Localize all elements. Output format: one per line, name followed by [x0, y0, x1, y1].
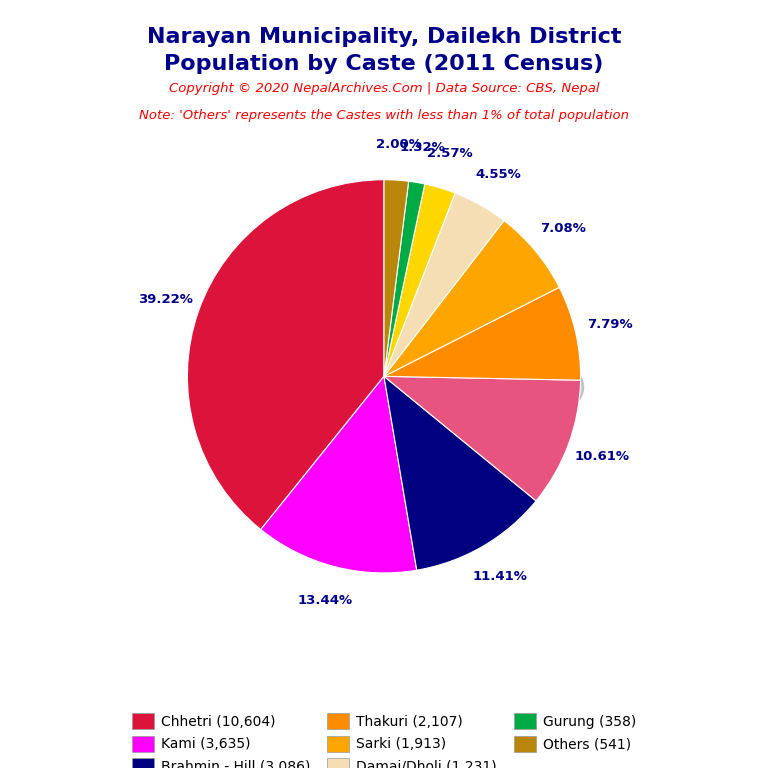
Wedge shape: [384, 376, 581, 501]
Text: 39.22%: 39.22%: [137, 293, 193, 306]
Text: 7.08%: 7.08%: [540, 222, 585, 235]
Wedge shape: [261, 376, 417, 573]
Text: 11.41%: 11.41%: [473, 571, 528, 584]
Wedge shape: [384, 193, 504, 376]
Text: Note: 'Others' represents the Castes with less than 1% of total population: Note: 'Others' represents the Castes wit…: [139, 109, 629, 122]
Wedge shape: [384, 180, 409, 376]
Text: 2.00%: 2.00%: [376, 138, 422, 151]
Text: Population by Caste (2011 Census): Population by Caste (2011 Census): [164, 54, 604, 74]
Text: 7.79%: 7.79%: [588, 318, 633, 331]
Text: 1.32%: 1.32%: [400, 141, 445, 154]
Wedge shape: [384, 376, 536, 570]
Text: 13.44%: 13.44%: [298, 594, 353, 607]
Ellipse shape: [190, 323, 584, 451]
Text: Copyright © 2020 NepalArchives.Com | Data Source: CBS, Nepal: Copyright © 2020 NepalArchives.Com | Dat…: [169, 82, 599, 95]
Wedge shape: [384, 184, 455, 376]
Text: 4.55%: 4.55%: [475, 167, 521, 180]
Wedge shape: [384, 220, 559, 376]
Wedge shape: [384, 287, 581, 380]
Legend: Chhetri (10,604), Kami (3,635), Brahmin - Hill (3,086), Magar (2,868), Thakuri (: Chhetri (10,604), Kami (3,635), Brahmin …: [127, 708, 641, 768]
Text: Narayan Municipality, Dailekh District: Narayan Municipality, Dailekh District: [147, 27, 621, 47]
Wedge shape: [384, 181, 425, 376]
Text: 10.61%: 10.61%: [574, 450, 629, 463]
Text: 2.57%: 2.57%: [428, 147, 473, 161]
Wedge shape: [187, 180, 384, 529]
